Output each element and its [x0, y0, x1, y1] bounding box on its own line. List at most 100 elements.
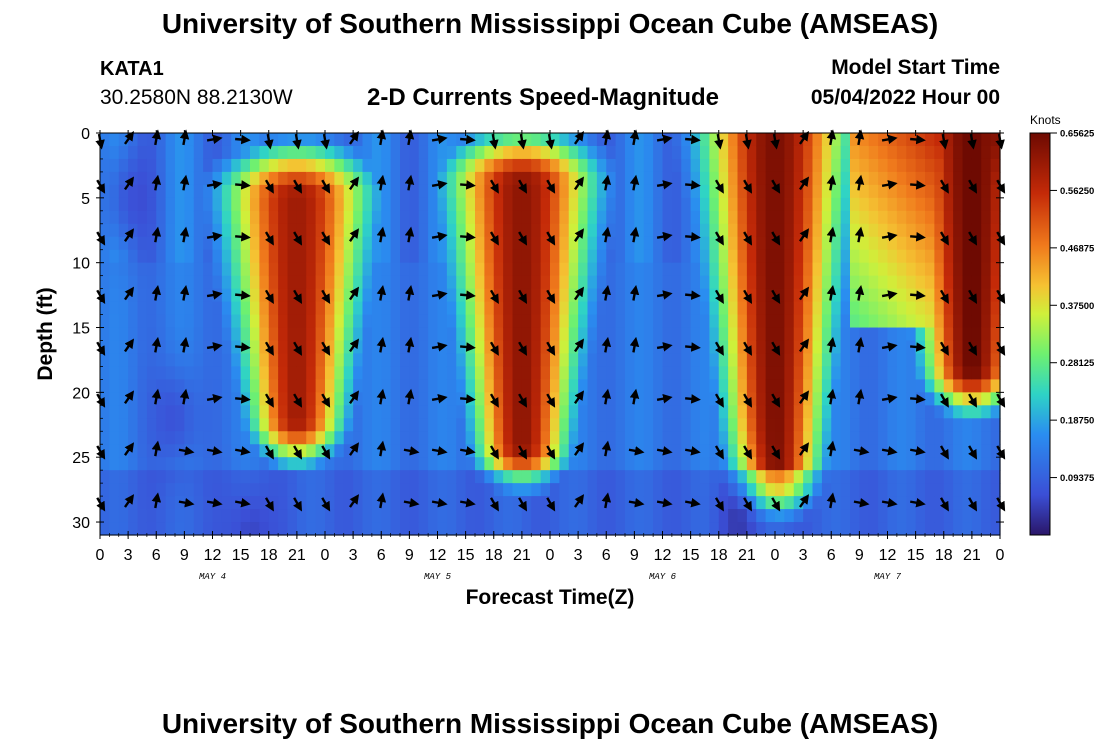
heatmap-cell [587, 249, 598, 264]
heatmap-cell [981, 379, 992, 393]
heatmap-cell [193, 145, 204, 160]
heatmap-cell [587, 470, 598, 484]
heatmap-cell [850, 379, 860, 393]
heatmap-cell [690, 262, 701, 277]
current-vector [206, 497, 223, 508]
heatmap-cell [793, 444, 804, 458]
heatmap-cell [746, 133, 757, 147]
heatmap-cell [634, 275, 645, 290]
heatmap-cell [953, 431, 964, 445]
heatmap-cell [137, 522, 148, 536]
heatmap-cell [765, 522, 776, 536]
heatmap-cell [728, 288, 739, 303]
heatmap-cell [718, 431, 729, 445]
heatmap-cell [278, 470, 289, 484]
heatmap-cell [812, 275, 823, 290]
heatmap-cell [306, 301, 317, 316]
heatmap-cell [418, 522, 429, 536]
heatmap-cell [634, 353, 645, 368]
heatmap-cell [962, 171, 973, 186]
heatmap-cell [231, 184, 242, 199]
heatmap-cell [437, 158, 448, 173]
heatmap-cell [184, 210, 195, 225]
heatmap-cell [484, 314, 495, 329]
heatmap-cell [390, 145, 401, 160]
heatmap-cell [840, 288, 851, 303]
heatmap-cell [934, 236, 945, 251]
heatmap-cell [643, 522, 654, 536]
heatmap-cell [709, 470, 720, 484]
current-vector [179, 388, 190, 405]
heatmap-cell [437, 236, 448, 251]
heatmap-cell [981, 431, 992, 445]
heatmap-cell [793, 158, 804, 173]
heatmap-cell [887, 262, 898, 277]
current-vector [601, 174, 612, 191]
heatmap-cell [709, 223, 720, 238]
heatmap-cell [728, 184, 739, 199]
current-vector [629, 226, 640, 243]
heatmap-cell [540, 197, 551, 212]
heatmap-cell [568, 431, 579, 445]
heatmap-cell [625, 340, 635, 355]
heatmap-cell [971, 483, 982, 497]
heatmap-cell [625, 327, 635, 342]
current-vector [798, 338, 810, 353]
heatmap-cell [850, 288, 860, 303]
heatmap-cell [559, 145, 570, 160]
heatmap-cell [109, 405, 120, 419]
current-vector [743, 179, 753, 194]
heatmap-cell [728, 158, 739, 173]
heatmap-cell [475, 392, 485, 406]
heatmap-cell [278, 288, 289, 303]
heatmap-cell [521, 262, 532, 277]
heatmap-cell [325, 418, 335, 432]
heatmap-cell [718, 418, 729, 432]
heatmap-cell [681, 301, 692, 316]
heatmap-cell [634, 171, 645, 186]
heatmap-cell [746, 275, 757, 290]
heatmap-cell [362, 496, 373, 510]
heatmap-cell [540, 340, 551, 355]
heatmap-cell [709, 171, 720, 186]
heatmap-cell [953, 197, 964, 212]
heatmap-cell [540, 496, 551, 510]
heatmap-cell [493, 249, 504, 264]
heatmap-cell [990, 262, 1001, 277]
heatmap-cell [634, 457, 645, 471]
heatmap-cell [446, 171, 457, 186]
heatmap-cell [418, 262, 429, 277]
heatmap-cell [334, 392, 345, 406]
current-vector [235, 446, 251, 456]
heatmap-cell [934, 392, 945, 406]
heatmap-cell [531, 301, 542, 316]
heatmap-cell [700, 431, 710, 445]
current-vector [178, 446, 195, 456]
heatmap-cell [156, 145, 167, 160]
heatmap-cell [634, 223, 645, 238]
heatmap-cell [334, 353, 345, 368]
current-vector [910, 342, 926, 352]
heatmap-cell [193, 496, 204, 510]
heatmap-cell [165, 327, 176, 342]
heatmap-cell [475, 158, 485, 173]
heatmap-cell [634, 431, 645, 445]
heatmap-cell [493, 405, 504, 419]
heatmap-cell [118, 457, 129, 471]
heatmap-cell [137, 171, 148, 186]
heatmap-cell [203, 483, 214, 497]
heatmap-cell [850, 405, 860, 419]
heatmap-cell [184, 223, 195, 238]
heatmap-cell [971, 171, 982, 186]
heatmap-cell [803, 431, 814, 445]
heatmap-cell [465, 405, 476, 419]
heatmap-cell [456, 158, 467, 173]
current-vector [939, 497, 949, 512]
heatmap-cell [437, 509, 448, 523]
heatmap-cell [165, 457, 176, 471]
heatmap-cell [953, 418, 964, 432]
heatmap-cell [193, 210, 204, 225]
heatmap-cell [165, 392, 176, 406]
heatmap-cell [381, 314, 392, 329]
day-label: MAY 4 [199, 572, 226, 582]
